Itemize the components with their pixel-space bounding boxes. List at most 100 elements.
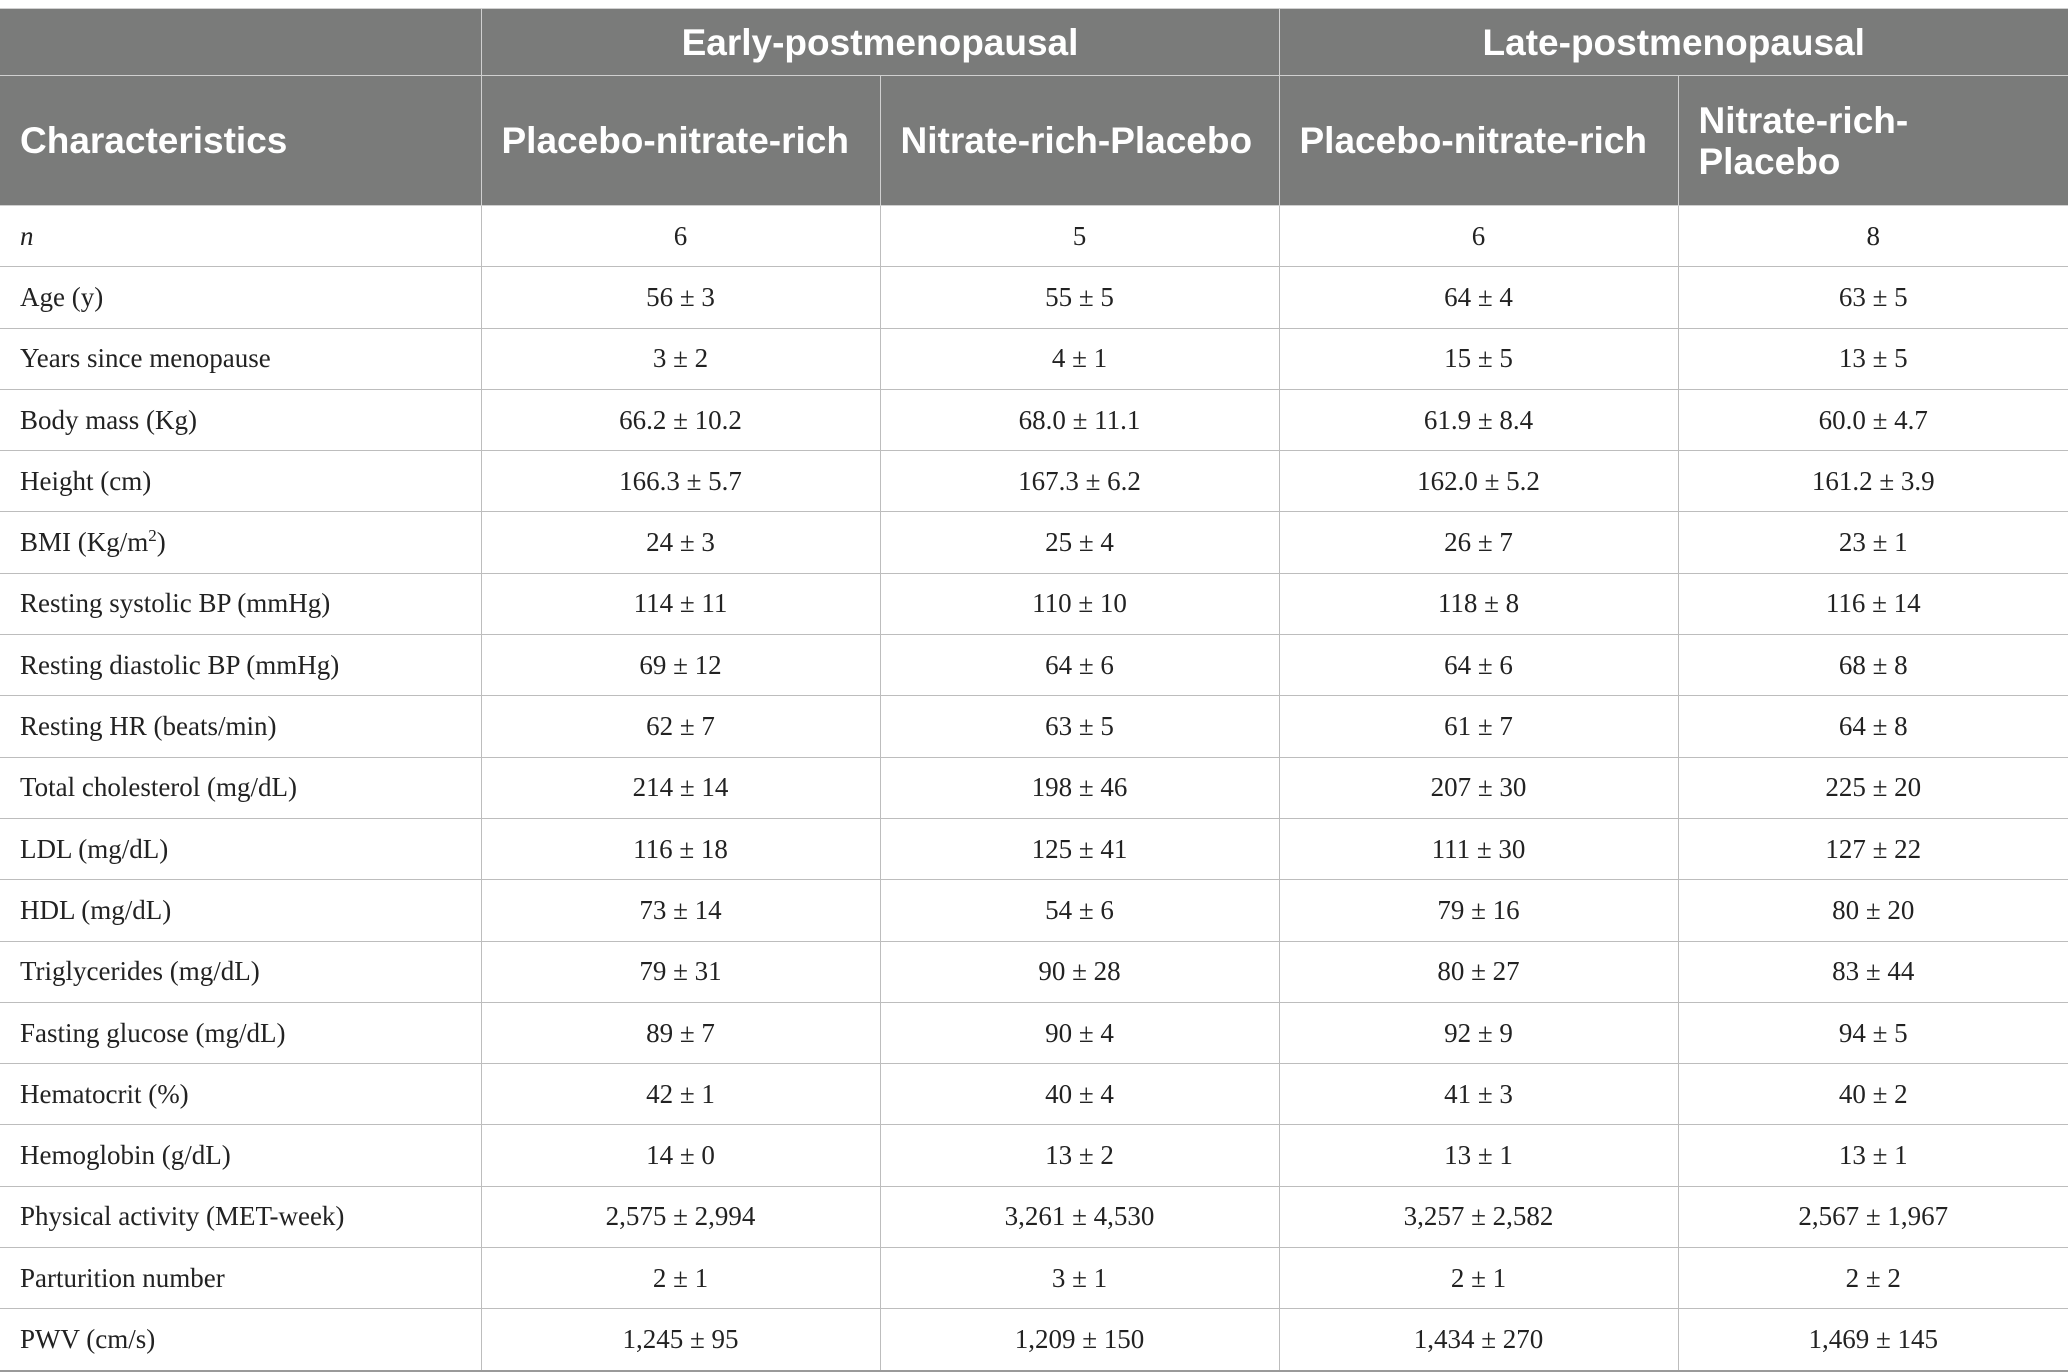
group-header-row: Early-postmenopausal Late-postmenopausal [0, 8, 2068, 76]
table-cell: 40 ± 4 [879, 1063, 1280, 1126]
table-cell: 118 ± 8 [1278, 572, 1679, 636]
group-header-late: Late-postmenopausal [1278, 8, 2068, 76]
table-cell: 69 ± 12 [480, 634, 881, 697]
row-label: BMI (Kg/m2) [0, 511, 482, 574]
table-cell: 68.0 ± 11.1 [879, 388, 1280, 452]
table-cell: 63 ± 5 [1677, 266, 2068, 329]
table-container: Early-postmenopausal Late-postmenopausal… [0, 8, 2068, 1372]
table-cell: 1,434 ± 270 [1278, 1308, 1679, 1372]
table-cell: 4 ± 1 [879, 327, 1280, 390]
row-label: Body mass (Kg) [0, 388, 482, 452]
table-row: Physical activity (MET-week) 2,575 ± 2,99… [0, 1185, 2068, 1249]
table-row: BMI (Kg/m2) 24 ± 3 25 ± 4 26 ± 7 23 ± 1 [0, 511, 2068, 574]
table-cell: 41 ± 3 [1278, 1063, 1679, 1126]
table-row: LDL (mg/dL) 116 ± 18 125 ± 41 111 ± 30 127 ±… [0, 817, 2068, 881]
table-cell: 13 ± 2 [879, 1124, 1280, 1187]
table-cell: 13 ± 5 [1677, 327, 2068, 390]
table-cell: 73 ± 14 [480, 879, 881, 942]
table-cell: 167.3 ± 6.2 [879, 450, 1280, 513]
row-label-text: Height (cm) [20, 465, 152, 496]
row-label: Physical activity (MET-week) [0, 1185, 482, 1249]
table-cell: 66.2 ± 10.2 [480, 388, 881, 452]
row-label-text: HDL (mg/dL) [20, 894, 172, 925]
table-cell: 56 ± 3 [480, 266, 881, 329]
row-label: HDL (mg/dL) [0, 879, 482, 942]
table-cell: 80 ± 27 [1278, 940, 1679, 1003]
row-label: Parturition number [0, 1247, 482, 1310]
table-cell: 162.0 ± 5.2 [1278, 450, 1679, 513]
row-label-text: Triglycerides (mg/dL) [20, 956, 260, 987]
table-row: Resting diastolic BP (mmHg) 69 ± 12 64 ± 6… [0, 634, 2068, 697]
row-label-text: PWV (cm/s) [20, 1323, 156, 1354]
table-cell: 6 [1278, 204, 1679, 268]
table-cell: 79 ± 31 [480, 940, 881, 1003]
table-row: Body mass (Kg) 66.2 ± 10.2 68.0 ± 11.1 61.9… [0, 388, 2068, 452]
row-label: Triglycerides (mg/dL) [0, 940, 482, 1003]
table-cell: 225 ± 20 [1677, 756, 2068, 819]
table-cell: 114 ± 11 [480, 572, 881, 636]
row-label: LDL (mg/dL) [0, 817, 482, 881]
table-cell: 42 ± 1 [480, 1063, 881, 1126]
row-label-text: Body mass (Kg) [20, 404, 197, 435]
table-cell: 26 ± 7 [1278, 511, 1679, 574]
table-row: Resting systolic BP (mmHg) 114 ± 11 110 ± … [0, 572, 2068, 636]
table-cell: 2 ± 2 [1677, 1247, 2068, 1310]
table-cell: 161.2 ± 3.9 [1677, 450, 2068, 513]
table-row: PWV (cm/s) 1,245 ± 95 1,209 ± 150 1,434 ± 2… [0, 1308, 2068, 1372]
row-label-superscript: 2 [148, 526, 157, 546]
row-label: Hematocrit (%) [0, 1063, 482, 1126]
characteristics-table: Early-postmenopausal Late-postmenopausal… [0, 8, 2068, 1372]
row-label: Height (cm) [0, 450, 482, 513]
table-cell: 14 ± 0 [480, 1124, 881, 1187]
table-cell: 83 ± 44 [1677, 940, 2068, 1003]
table-cell: 90 ± 28 [879, 940, 1280, 1003]
table-cell: 2 ± 1 [1278, 1247, 1679, 1310]
row-label-text: n [20, 220, 34, 251]
row-label-text: Resting diastolic BP (mmHg) [20, 649, 340, 680]
column-header-early-nitrate-rich-placebo: Nitrate-rich-Placebo [879, 75, 1280, 206]
row-label-text: Resting HR (beats/min) [20, 711, 277, 742]
table-cell: 61 ± 7 [1278, 695, 1679, 758]
table-cell: 198 ± 46 [879, 756, 1280, 819]
table-row: Triglycerides (mg/dL) 79 ± 31 90 ± 28 80 ± … [0, 940, 2068, 1003]
table-cell: 3 ± 1 [879, 1247, 1280, 1310]
table-cell: 3,261 ± 4,530 [879, 1185, 1280, 1249]
row-label-text: LDL (mg/dL) [20, 833, 169, 864]
table-cell: 1,209 ± 150 [879, 1308, 1280, 1372]
group-header-blank [0, 8, 482, 76]
row-label: Total cholesterol (mg/dL) [0, 756, 482, 819]
table-cell: 1,469 ± 145 [1677, 1308, 2068, 1372]
table-cell: 111 ± 30 [1278, 817, 1679, 881]
table-cell: 2,567 ± 1,967 [1677, 1185, 2068, 1249]
row-label-text: Total cholesterol (mg/dL) [20, 772, 298, 803]
row-label-text: Age (y) [20, 281, 104, 312]
table-cell: 79 ± 16 [1278, 879, 1679, 942]
table-cell: 116 ± 14 [1677, 572, 2068, 636]
table-cell: 90 ± 4 [879, 1001, 1280, 1065]
table-cell: 61.9 ± 8.4 [1278, 388, 1679, 452]
row-label: PWV (cm/s) [0, 1308, 482, 1372]
column-header-characteristics: Characteristics [0, 75, 482, 206]
table-cell: 60.0 ± 4.7 [1677, 388, 2068, 452]
table-row: Fasting glucose (mg/dL) 89 ± 7 90 ± 4 92 ± … [0, 1001, 2068, 1065]
table-cell: 89 ± 7 [480, 1001, 881, 1065]
table-cell: 55 ± 5 [879, 266, 1280, 329]
table-cell: 68 ± 8 [1677, 634, 2068, 697]
table-cell: 40 ± 2 [1677, 1063, 2068, 1126]
row-label: Years since menopause [0, 327, 482, 390]
table-cell: 3,257 ± 2,582 [1278, 1185, 1679, 1249]
table-header: Early-postmenopausal Late-postmenopausal… [0, 8, 2068, 206]
table-cell: 116 ± 18 [480, 817, 881, 881]
row-label-text: Years since menopause [20, 343, 271, 374]
table-cell: 63 ± 5 [879, 695, 1280, 758]
table-cell: 13 ± 1 [1677, 1124, 2068, 1187]
row-label-text: BMI (Kg/m [20, 527, 149, 558]
column-header-late-nitrate-rich-placebo: Nitrate-rich-Placebo [1677, 75, 2068, 206]
table-cell: 110 ± 10 [879, 572, 1280, 636]
table-body: n 6 5 6 8 Age (y) 56 ± 3 55 ± 5 64 ± 4 63 ± 5 Year… [0, 204, 2068, 1372]
table-cell: 80 ± 20 [1677, 879, 2068, 942]
table-cell: 2,575 ± 2,994 [480, 1185, 881, 1249]
